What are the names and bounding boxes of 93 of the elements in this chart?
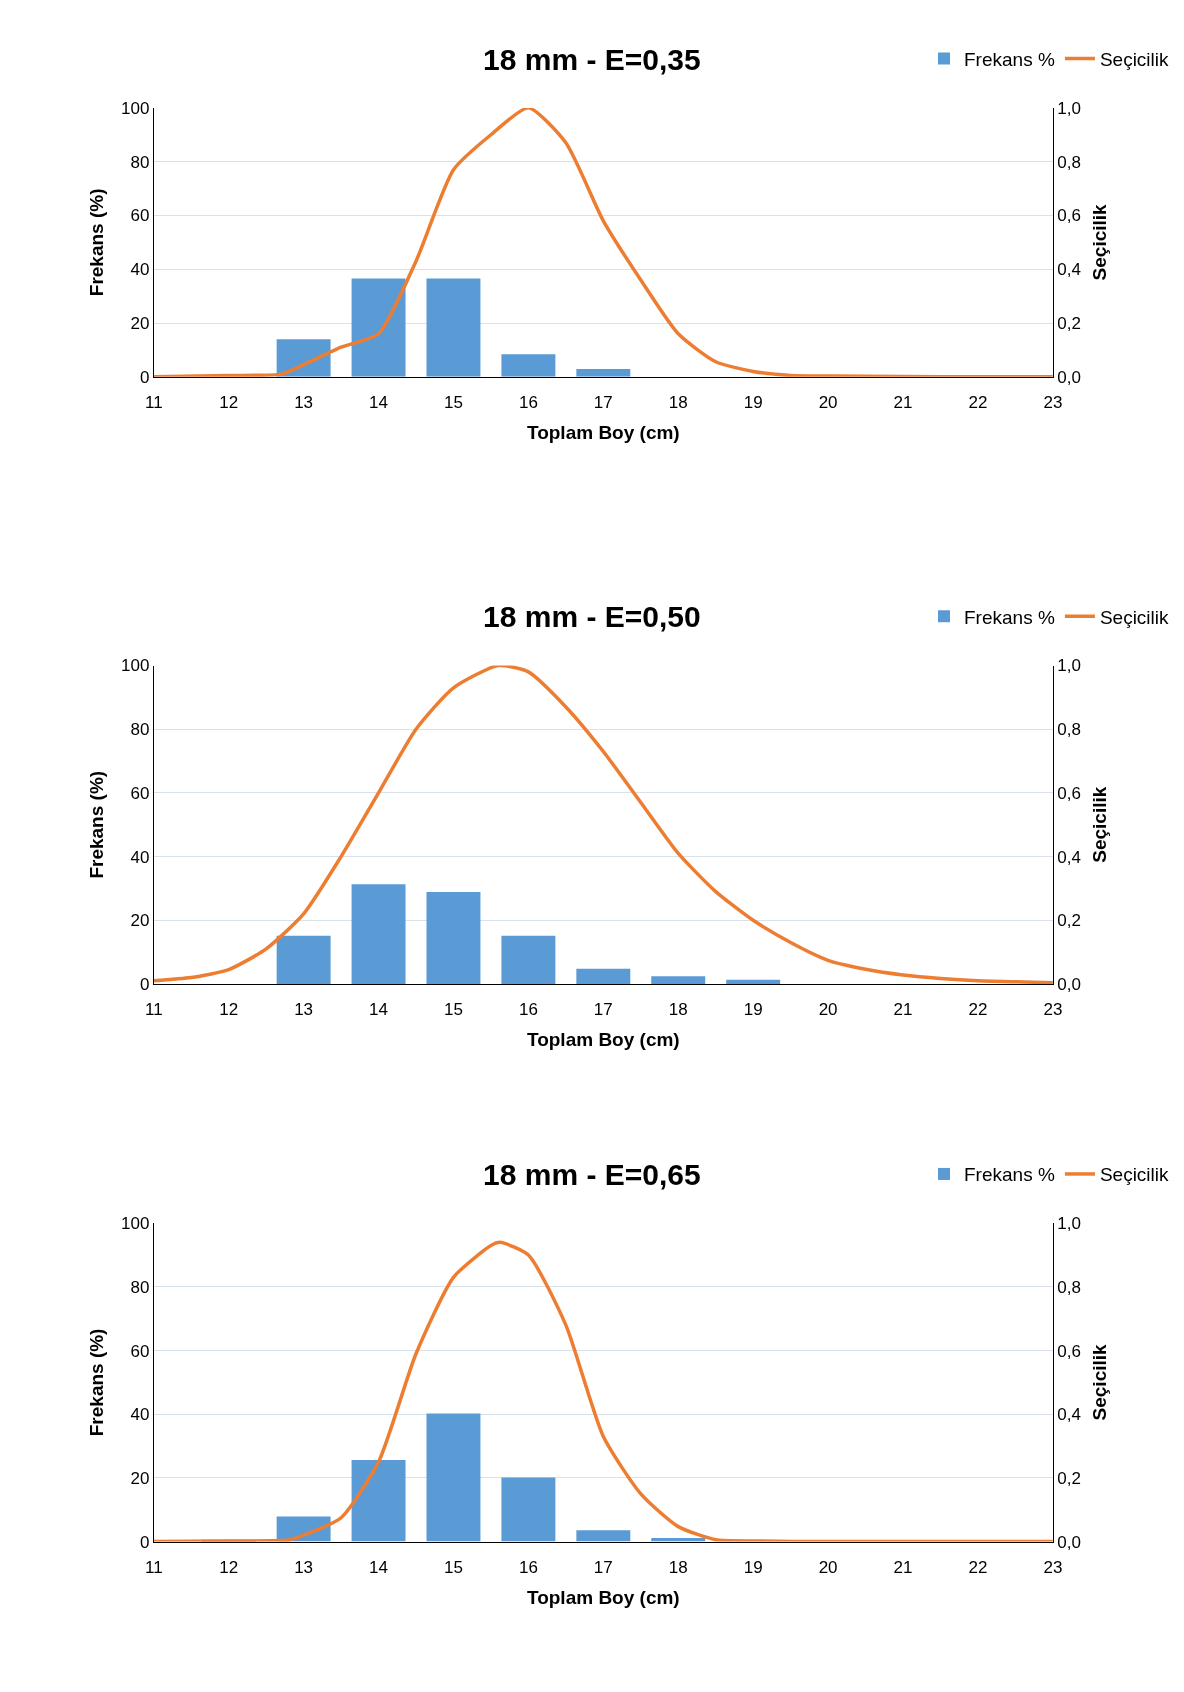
- x-tick-label: 18: [668, 1557, 688, 1577]
- x-tick-label: 13: [294, 1000, 314, 1020]
- x-tick-label: 12: [219, 1000, 239, 1020]
- y2-tick-label: 1,0: [1057, 656, 1081, 676]
- y2-tick-label: 0,0: [1057, 1532, 1081, 1552]
- x-tick-label: 22: [968, 1000, 988, 1020]
- y-tick-label: 20: [130, 1468, 150, 1488]
- y2-tick-label: 1,0: [1057, 98, 1081, 118]
- y2-tick-label: 0,6: [1057, 1341, 1081, 1361]
- y-tick-label: 40: [130, 260, 150, 280]
- chart-title: 18 mm - E=0,50: [483, 600, 701, 633]
- y-tick-label: 0: [139, 974, 150, 994]
- x-tick-label: 18: [668, 1000, 688, 1020]
- x-tick-label: 21: [893, 393, 913, 413]
- y-tick-label: 100: [120, 98, 150, 118]
- legend-label: Seçicilik: [1099, 1164, 1170, 1186]
- chart-title: 18 mm - E=0,35: [483, 43, 701, 76]
- y2-tick-label: 1,0: [1057, 1214, 1081, 1234]
- x-tick-label: 16: [518, 1000, 538, 1020]
- x-tick-label: 19: [743, 393, 763, 413]
- x-tick-label: 13: [294, 1557, 314, 1577]
- y-tick-label: 20: [130, 313, 150, 333]
- y2-tick-label: 0,8: [1057, 152, 1081, 172]
- y-tick-label: 60: [130, 1341, 150, 1361]
- y2-tick-label: 0,4: [1057, 260, 1081, 280]
- y2-tick-label: 0,6: [1057, 206, 1081, 226]
- y-axis-title: Frekans (%): [85, 770, 107, 879]
- y-tick-label: 60: [130, 206, 150, 226]
- y2-tick-label: 0,6: [1057, 783, 1081, 803]
- y2-axis-title: Seçicilik: [1088, 1343, 1110, 1421]
- x-tick-label: 15: [444, 1557, 463, 1577]
- legend-label: Frekans %: [964, 1164, 1055, 1186]
- y-tick-label: 40: [130, 1405, 150, 1425]
- y2-tick-label: 0,8: [1057, 720, 1081, 740]
- x-tick-label: 21: [893, 1557, 913, 1577]
- x-tick-label: 12: [219, 393, 239, 413]
- y-tick-label: 0: [139, 1532, 150, 1552]
- x-tick-label: 15: [444, 1000, 463, 1020]
- y2-tick-label: 0,0: [1057, 974, 1081, 994]
- x-tick-label: 20: [818, 1557, 838, 1577]
- x-axis-title: Toplam Boy (cm): [526, 1586, 680, 1608]
- y2-tick-label: 0,4: [1057, 847, 1081, 867]
- y-tick-label: 20: [130, 911, 150, 931]
- x-tick-label: 20: [818, 393, 838, 413]
- x-tick-label: 17: [593, 393, 613, 413]
- y2-tick-label: 0,0: [1057, 367, 1081, 387]
- chart-title: 18 mm - E=0,65: [483, 1158, 701, 1191]
- x-tick-label: 11: [144, 393, 163, 413]
- x-tick-label: 22: [968, 393, 988, 413]
- y-tick-label: 80: [130, 720, 150, 740]
- y-axis-title: Frekans (%): [85, 188, 107, 297]
- x-tick-label: 11: [144, 1557, 163, 1577]
- x-tick-label: 21: [893, 1000, 913, 1020]
- x-tick-label: 18: [668, 393, 688, 413]
- x-tick-label: 23: [1043, 1000, 1063, 1020]
- y2-tick-label: 0,4: [1057, 1405, 1081, 1425]
- y2-axis-title: Seçicilik: [1088, 203, 1110, 281]
- x-tick-label: 14: [369, 1000, 389, 1020]
- x-tick-label: 19: [743, 1557, 763, 1577]
- y2-axis-title: Seçicilik: [1088, 786, 1110, 863]
- legend-label: Seçicilik: [1099, 49, 1170, 71]
- y-tick-label: 40: [130, 847, 150, 867]
- x-tick-label: 19: [743, 1000, 763, 1020]
- x-tick-label: 16: [518, 393, 538, 413]
- legend-label: Frekans %: [964, 49, 1055, 71]
- x-tick-label: 11: [144, 1000, 163, 1020]
- y2-tick-label: 0,2: [1057, 1468, 1081, 1488]
- y2-tick-label: 0,2: [1057, 911, 1081, 931]
- x-axis-title: Toplam Boy (cm): [526, 1029, 680, 1051]
- x-tick-label: 14: [369, 1557, 389, 1577]
- y-tick-label: 100: [120, 656, 150, 676]
- x-tick-label: 20: [818, 1000, 838, 1020]
- x-tick-label: 17: [593, 1557, 613, 1577]
- y-tick-label: 60: [130, 783, 150, 803]
- y-tick-label: 100: [120, 1214, 150, 1234]
- legend-label: Seçicilik: [1099, 606, 1170, 628]
- x-axis-title: Toplam Boy (cm): [526, 422, 680, 444]
- x-tick-label: 15: [444, 393, 463, 413]
- legend-label: Frekans %: [964, 606, 1055, 628]
- x-tick-label: 23: [1043, 393, 1063, 413]
- y-tick-label: 80: [130, 152, 150, 172]
- x-tick-label: 17: [593, 1000, 613, 1020]
- y2-tick-label: 0,8: [1057, 1277, 1081, 1297]
- x-tick-label: 12: [219, 1557, 239, 1577]
- x-tick-label: 22: [968, 1557, 988, 1577]
- x-tick-label: 14: [369, 393, 389, 413]
- y-tick-label: 0: [139, 367, 150, 387]
- y-tick-label: 80: [130, 1277, 150, 1297]
- x-tick-label: 13: [294, 393, 314, 413]
- y2-tick-label: 0,2: [1057, 313, 1081, 333]
- x-tick-label: 23: [1043, 1557, 1063, 1577]
- y-axis-title: Frekans (%): [85, 1328, 107, 1437]
- x-tick-label: 16: [518, 1557, 538, 1577]
